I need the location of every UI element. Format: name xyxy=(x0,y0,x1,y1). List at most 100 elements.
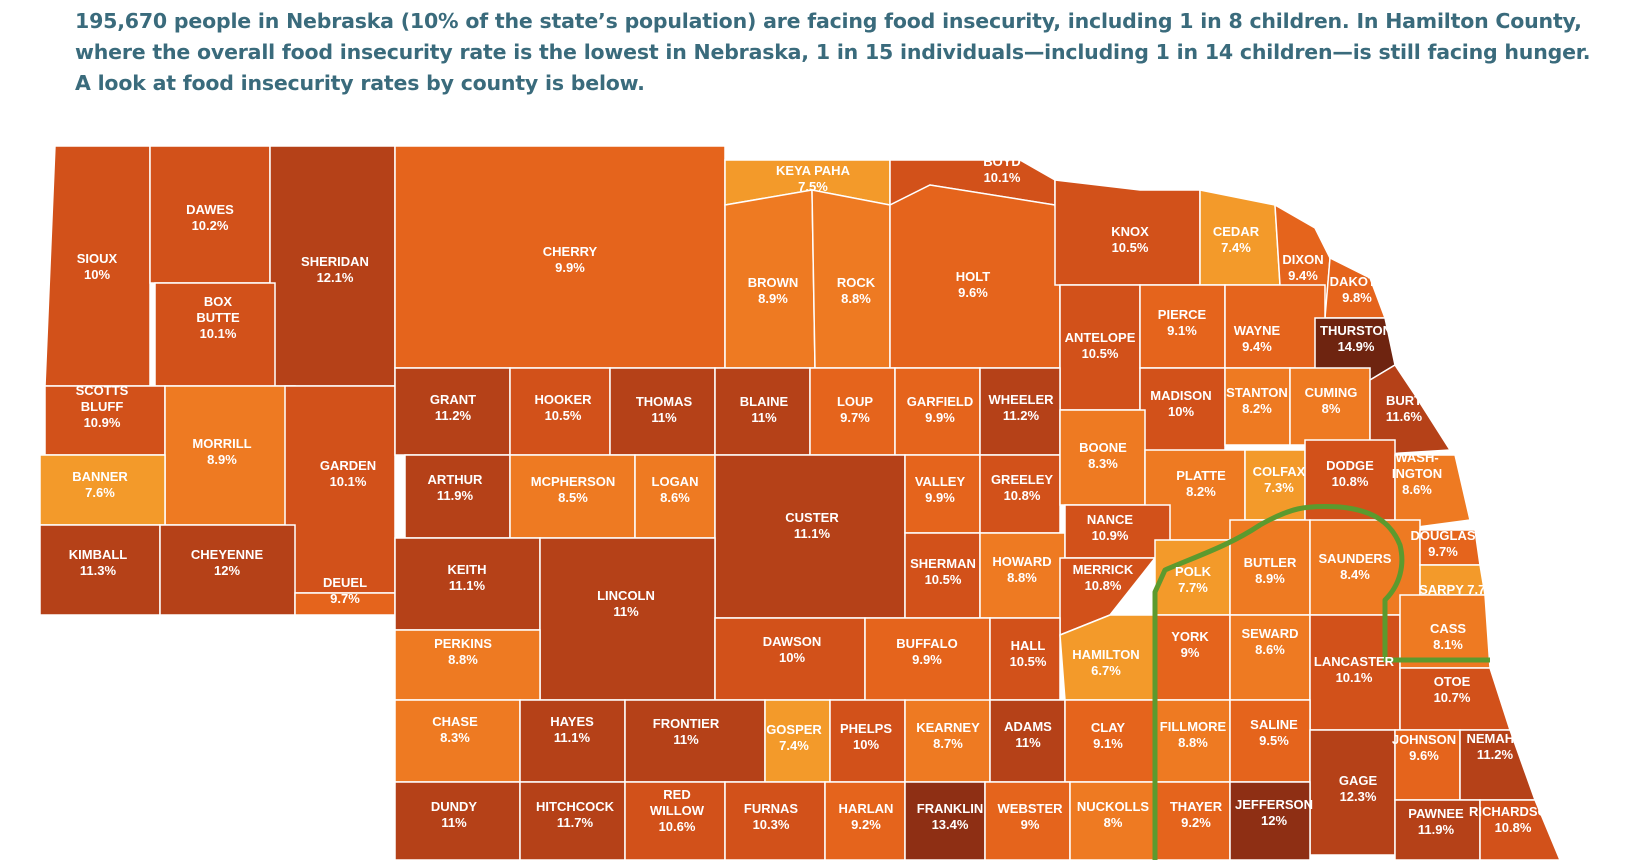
county-name-keith: KEITH xyxy=(448,562,487,577)
county-rate-hall: 10.5% xyxy=(1010,654,1047,669)
county-rate-lincoln: 11% xyxy=(613,604,639,619)
county-name-polk: POLK xyxy=(1175,564,1212,579)
intro-line-2: where the overall food insecurity rate i… xyxy=(75,40,1591,64)
county-name-dixon: DIXON xyxy=(1282,252,1323,267)
county-rate-clay: 9.1% xyxy=(1093,736,1123,751)
county-name-fillmore: FILLMORE xyxy=(1160,719,1227,734)
county-name-nance: NANCE xyxy=(1087,512,1134,527)
county-name-douglas: DOUGLAS xyxy=(1411,528,1476,543)
county-name-deuel: DEUEL xyxy=(323,575,367,590)
county-rate-sioux: 10% xyxy=(84,267,110,282)
county-name-loup: LOUP xyxy=(837,394,873,409)
county-name-thurston: THURSTON xyxy=(1320,323,1392,338)
county-name-thayer: THAYER xyxy=(1170,799,1223,814)
county-rate-nuckolls: 8% xyxy=(1104,815,1123,830)
county-rate-perkins: 8.8% xyxy=(448,652,478,667)
county-nuckolls xyxy=(1069,781,1156,860)
county-name-buffalo: BUFFALO xyxy=(896,636,957,651)
county-name-hooker: HOOKER xyxy=(534,392,592,407)
county-rate-morrill: 8.9% xyxy=(207,452,237,467)
county-rate-thurston: 14.9% xyxy=(1338,339,1375,354)
county-name-frontier: FRONTIER xyxy=(653,716,720,731)
county-rate-thomas: 11% xyxy=(651,410,677,425)
county-rate-greeley: 10.8% xyxy=(1004,488,1041,503)
county-name-box-butte: BOX xyxy=(204,294,233,309)
county-rate-colfax: 7.3% xyxy=(1264,480,1294,495)
county-name-logan: LOGAN xyxy=(652,474,699,489)
county-rate-chase: 8.3% xyxy=(440,730,470,745)
county-rate-hooker: 10.5% xyxy=(545,408,582,423)
county-rate-hayes: 11.1% xyxy=(554,730,591,745)
county-rate-brown: 8.9% xyxy=(758,291,788,306)
county-name-nemaha: NEMAHA xyxy=(1466,731,1524,746)
county-rate-dixon: 9.4% xyxy=(1288,268,1318,283)
county-name-thomas: THOMAS xyxy=(636,394,693,409)
county-rate-logan: 8.6% xyxy=(660,490,690,505)
county-name-jefferson: JEFFERSON xyxy=(1235,797,1313,812)
county-name-butler: BUTLER xyxy=(1244,555,1297,570)
county-rate-sherman: 10.5% xyxy=(925,572,962,587)
county-name-chase: CHASE xyxy=(432,714,478,729)
county-rate-antelope: 10.5% xyxy=(1082,346,1119,361)
county-name-morrill: MORRILL xyxy=(192,436,251,451)
county-rate-pawnee: 11.9% xyxy=(1418,822,1455,837)
county-rate-stanton: 8.2% xyxy=(1242,401,1272,416)
county-name-gage: GAGE xyxy=(1339,773,1378,788)
county-richardson xyxy=(1479,799,1561,860)
county-name-cherry: CHERRY xyxy=(543,244,598,259)
county-rate-mcpherson: 8.5% xyxy=(558,490,588,505)
county-name-dawes: DAWES xyxy=(186,202,234,217)
county-name-colfax: COLFAX xyxy=(1253,464,1306,479)
county-name-greeley: GREELEY xyxy=(991,472,1053,487)
county-rate-douglas: 9.7% xyxy=(1428,544,1458,559)
county-name-lancaster: LANCASTER xyxy=(1314,654,1395,669)
county-rate-deuel: 9.7% xyxy=(330,591,360,606)
county-washington xyxy=(1394,454,1471,531)
county-name-banner: BANNER xyxy=(72,469,128,484)
county-name-sherman: SHERMAN xyxy=(910,556,976,571)
county-rate-platte: 8.2% xyxy=(1186,484,1216,499)
county-rate-otoe: 10.7% xyxy=(1434,690,1471,705)
county-name-webster: WEBSTER xyxy=(998,801,1064,816)
county-rate-howard: 8.8% xyxy=(1007,570,1037,585)
county-rate-hamilton: 6.7% xyxy=(1091,663,1121,678)
county-name-saline: SALINE xyxy=(1250,717,1298,732)
county-red-willow xyxy=(624,781,726,860)
county-rate-cheyenne: 12% xyxy=(214,563,240,578)
county-name-hitchcock: HITCHCOCK xyxy=(536,799,615,814)
county-name-richardson: RICHARDSON xyxy=(1469,804,1557,819)
county-name-dakota: DAKOTA xyxy=(1330,274,1385,289)
